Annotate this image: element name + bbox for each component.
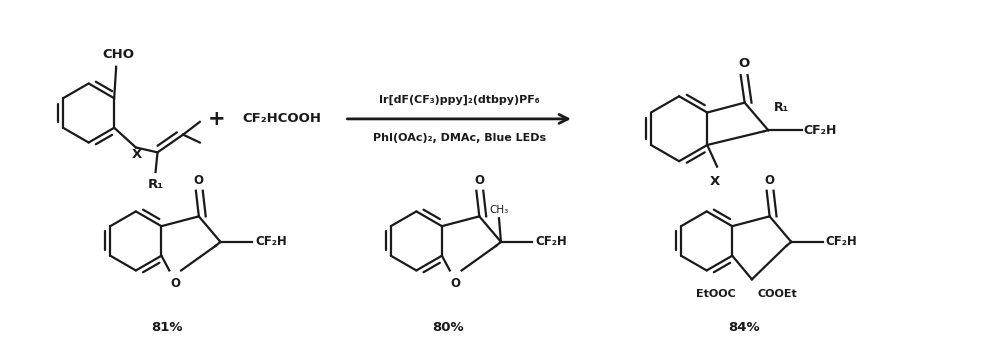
Text: 81%: 81% — [152, 321, 183, 334]
Text: CF₂H: CF₂H — [804, 124, 837, 137]
Text: CF₂H: CF₂H — [826, 236, 857, 248]
Text: CH₃: CH₃ — [489, 205, 509, 215]
Text: R₁: R₁ — [774, 102, 789, 114]
Text: CF₂H: CF₂H — [255, 236, 287, 248]
Text: X: X — [132, 148, 142, 161]
Text: CHO: CHO — [102, 48, 134, 61]
Text: COOEt: COOEt — [758, 289, 798, 299]
Text: X: X — [710, 175, 720, 188]
Text: CF₂H: CF₂H — [535, 236, 567, 248]
Text: O: O — [474, 174, 484, 187]
Text: 84%: 84% — [728, 321, 760, 334]
Text: R₁: R₁ — [147, 178, 164, 191]
Text: PhI(OAc)₂, DMAc, Blue LEDs: PhI(OAc)₂, DMAc, Blue LEDs — [373, 133, 546, 143]
Text: O: O — [194, 174, 204, 187]
Text: O: O — [765, 174, 775, 187]
Text: +: + — [208, 109, 225, 129]
Text: Ir[dF(CF₃)ppy]₂(dtbpy)PF₆: Ir[dF(CF₃)ppy]₂(dtbpy)PF₆ — [379, 95, 539, 105]
Text: O: O — [738, 57, 749, 70]
Text: 80%: 80% — [432, 321, 464, 334]
Text: CF₂HCOOH: CF₂HCOOH — [242, 112, 321, 125]
Text: O: O — [451, 277, 461, 290]
Text: O: O — [170, 277, 180, 290]
Text: EtOOC: EtOOC — [696, 289, 736, 299]
